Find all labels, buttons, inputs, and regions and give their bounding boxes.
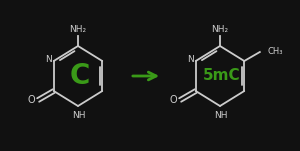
Text: N: N: [45, 56, 52, 64]
Text: CH₃: CH₃: [268, 47, 283, 56]
Text: NH₂: NH₂: [212, 26, 229, 34]
Text: NH: NH: [72, 111, 86, 119]
Text: O: O: [27, 95, 35, 105]
Text: N: N: [188, 56, 194, 64]
Text: NH: NH: [214, 111, 228, 119]
Text: O: O: [169, 95, 177, 105]
Text: C: C: [70, 62, 90, 90]
Text: NH₂: NH₂: [69, 26, 87, 34]
Text: 5mC: 5mC: [203, 69, 241, 84]
